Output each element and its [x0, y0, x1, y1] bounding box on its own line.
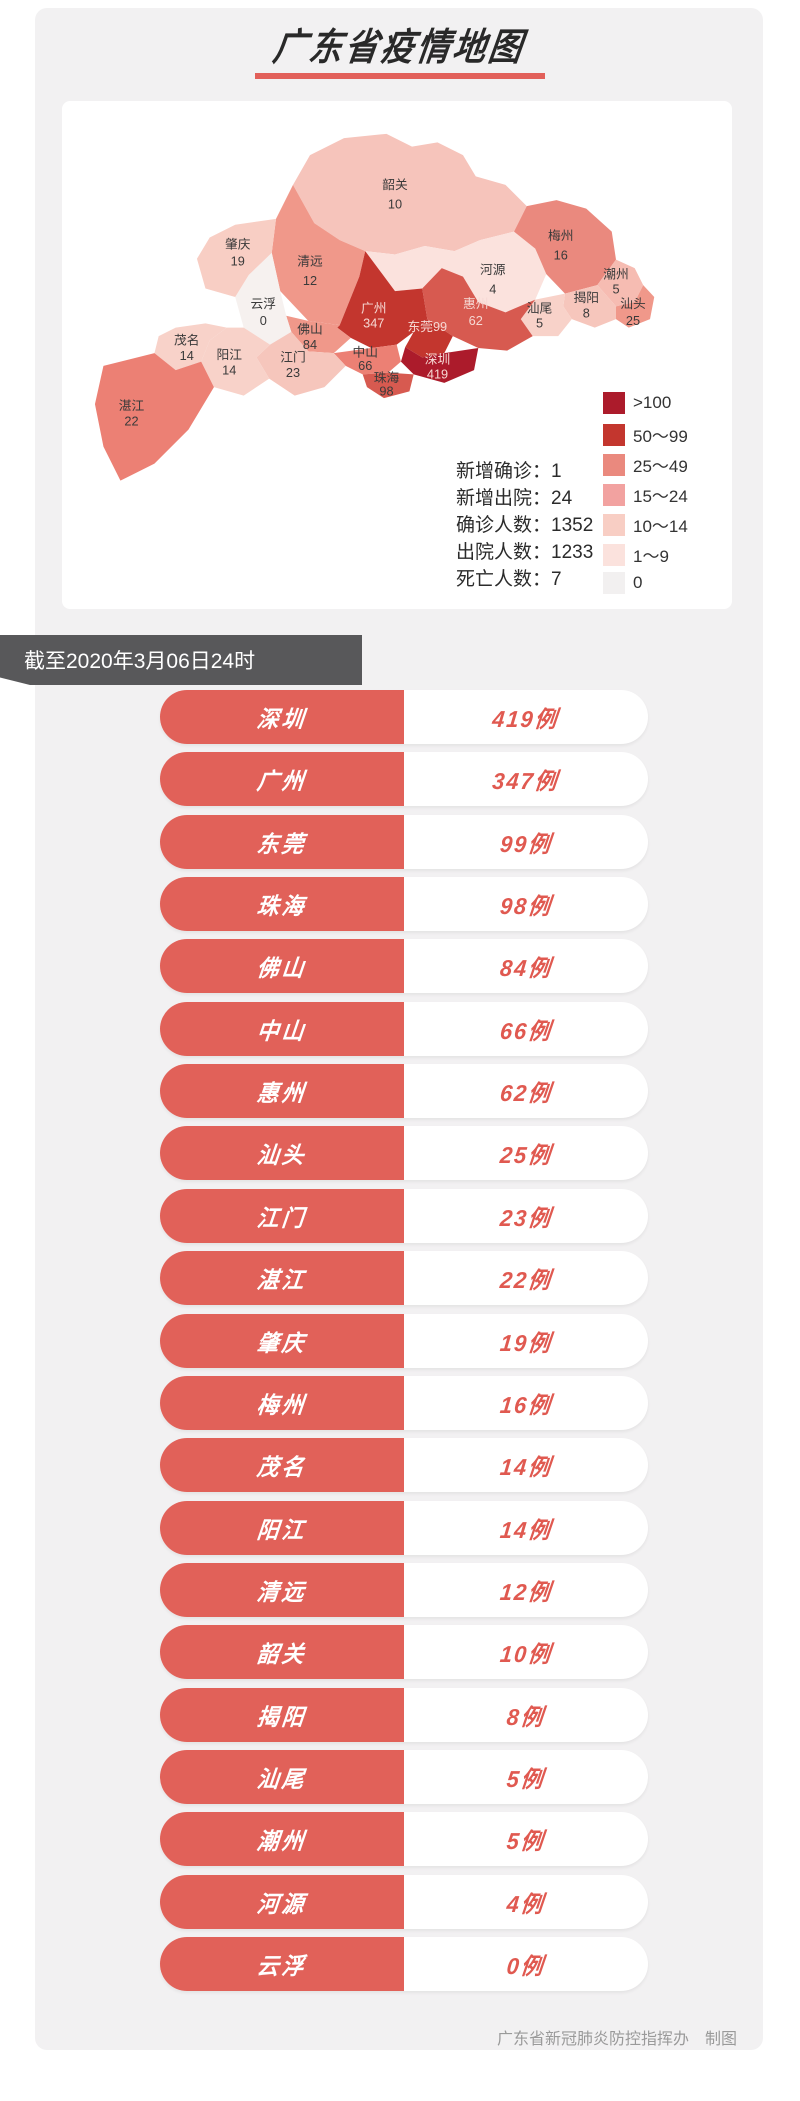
svg-text:肇庆: 肇庆 — [225, 237, 251, 252]
svg-text:揭阳: 揭阳 — [573, 290, 599, 305]
svg-text:5: 5 — [612, 282, 619, 297]
svg-text:347: 347 — [363, 316, 384, 331]
svg-text:25: 25 — [626, 313, 640, 328]
svg-text:韶关: 韶关 — [382, 177, 408, 192]
svg-text:深圳: 深圳 — [425, 351, 451, 366]
svg-text:江门: 江门 — [280, 350, 306, 365]
svg-text:8: 8 — [583, 305, 590, 320]
svg-text:12: 12 — [303, 273, 317, 288]
svg-text:62: 62 — [469, 313, 483, 328]
svg-text:14: 14 — [222, 362, 236, 377]
svg-text:云浮: 云浮 — [250, 296, 275, 311]
svg-text:潮州: 潮州 — [603, 266, 629, 281]
svg-text:佛山: 佛山 — [297, 322, 323, 337]
svg-text:茂名: 茂名 — [174, 333, 200, 348]
svg-text:珠海: 珠海 — [374, 370, 400, 385]
svg-text:19: 19 — [231, 254, 245, 269]
svg-text:汕头: 汕头 — [620, 296, 646, 311]
svg-text:梅州: 梅州 — [548, 228, 574, 243]
svg-text:16: 16 — [554, 248, 568, 263]
svg-text:23: 23 — [286, 365, 300, 380]
svg-text:东莞99: 东莞99 — [407, 319, 447, 334]
svg-text:惠州: 惠州 — [463, 296, 489, 311]
svg-text:河源: 河源 — [480, 262, 506, 277]
svg-text:5: 5 — [536, 316, 543, 331]
svg-text:广州: 广州 — [361, 300, 387, 315]
svg-text:汕尾: 汕尾 — [527, 300, 553, 315]
svg-text:0: 0 — [260, 313, 267, 328]
svg-text:419: 419 — [427, 367, 448, 382]
svg-text:湛江: 湛江 — [119, 398, 145, 413]
svg-text:中山: 中山 — [352, 345, 378, 360]
svg-text:22: 22 — [124, 413, 138, 428]
svg-text:14: 14 — [180, 348, 194, 363]
svg-text:10: 10 — [388, 197, 402, 212]
svg-text:清远: 清远 — [297, 254, 323, 269]
svg-text:4: 4 — [489, 282, 496, 297]
svg-text:98: 98 — [379, 384, 393, 399]
svg-text:阳江: 阳江 — [216, 347, 242, 362]
svg-text:66: 66 — [358, 358, 372, 373]
